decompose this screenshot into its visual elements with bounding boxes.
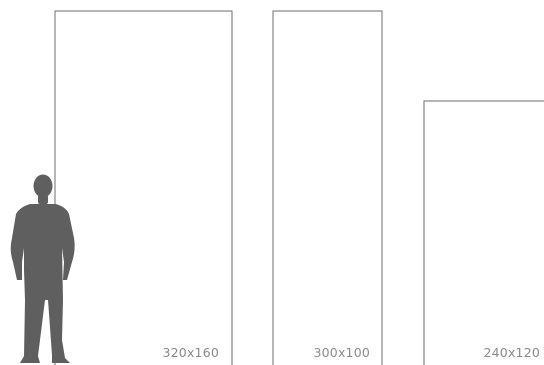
panel-300x100-outline [272,10,383,365]
panel-320x160-outline [54,10,233,365]
silhouette-body [10,204,75,363]
silhouette-head [33,174,53,198]
silhouette-neck [38,195,48,204]
panel-240x120-outline [423,100,544,365]
panel-320x160: 320x160 [54,10,233,365]
panel-300x100: 300x100 [272,10,383,365]
panel-240x120: 240x120 [423,100,544,365]
panel-300x100-label: 300x100 [313,345,370,360]
panel-320x160-label: 320x160 [162,345,219,360]
panel-240x120-label: 240x120 [483,345,540,360]
person-silhouette-icon [10,174,75,363]
